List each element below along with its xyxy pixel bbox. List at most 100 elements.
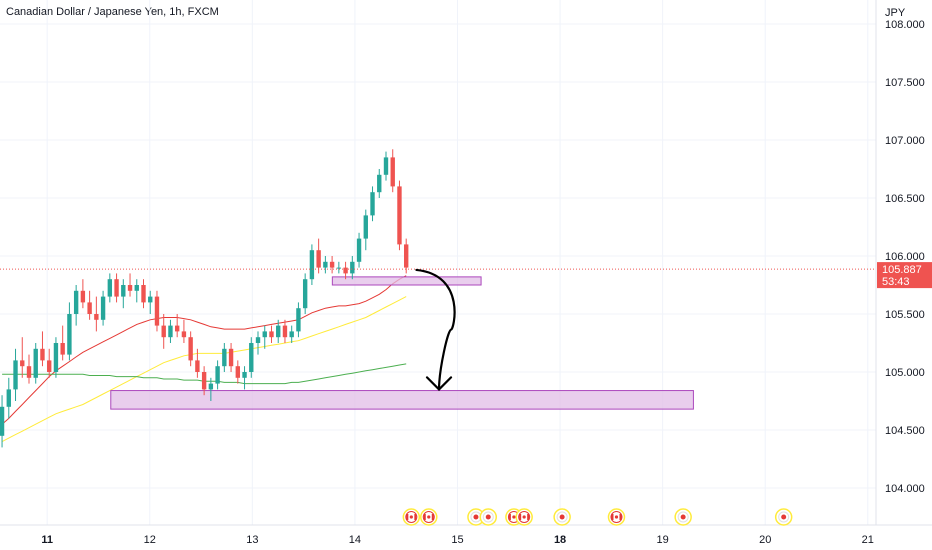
ma-slow-line xyxy=(1,296,407,443)
candle-body[interactable] xyxy=(383,157,389,175)
supply-demand-zones[interactable] xyxy=(110,276,694,410)
ma-fast-line xyxy=(1,275,407,425)
time-tick-label: 19 xyxy=(657,534,669,546)
candle-body[interactable] xyxy=(121,285,126,297)
last-price-badge-bg xyxy=(877,262,932,289)
maple-leaf-icon xyxy=(409,515,413,519)
candle-body[interactable] xyxy=(228,348,234,367)
candle-body[interactable] xyxy=(168,325,173,338)
candle-body[interactable] xyxy=(316,250,321,268)
candle-body[interactable] xyxy=(87,302,92,314)
price-axis[interactable]: JPY 108.000107.500107.000106.500106.0001… xyxy=(875,0,925,525)
candle-body[interactable] xyxy=(127,285,133,291)
candle-body[interactable] xyxy=(20,360,25,367)
projection-arrow[interactable] xyxy=(415,268,456,391)
candle-body[interactable] xyxy=(397,186,402,245)
candle-body[interactable] xyxy=(94,314,99,320)
candle-body[interactable] xyxy=(174,325,180,332)
candle-body[interactable] xyxy=(302,279,308,309)
candle-body[interactable] xyxy=(33,348,38,378)
price-tick-label: 104.500 xyxy=(885,425,925,437)
candle-body[interactable] xyxy=(222,348,227,367)
candle-body[interactable] xyxy=(208,383,214,390)
candle-body[interactable] xyxy=(134,285,139,291)
candle-body[interactable] xyxy=(282,325,288,338)
flag-stripe-right xyxy=(431,514,434,520)
time-tick-label: 15 xyxy=(451,534,463,546)
time-tick-label: 21 xyxy=(862,534,874,546)
price-tick-label: 105.500 xyxy=(885,309,925,321)
candle-body[interactable] xyxy=(370,192,375,216)
candle-body[interactable] xyxy=(195,360,200,372)
grid xyxy=(0,0,876,525)
candle-body[interactable] xyxy=(107,279,113,297)
candle-body[interactable] xyxy=(276,325,281,338)
candle-body[interactable] xyxy=(215,366,220,384)
candle-body[interactable] xyxy=(47,360,52,372)
candle-body[interactable] xyxy=(181,331,187,338)
candle-body[interactable] xyxy=(363,215,368,239)
candle-body[interactable] xyxy=(323,261,328,268)
candle-body[interactable] xyxy=(343,267,348,274)
candle-body[interactable] xyxy=(390,157,395,187)
candle-body[interactable] xyxy=(356,238,362,262)
candle-body[interactable] xyxy=(53,343,59,372)
candle-body[interactable] xyxy=(309,250,315,280)
candle-body[interactable] xyxy=(242,372,247,378)
time-axis[interactable]: 11 12 13 14 15 18 19 20 21 xyxy=(0,524,932,546)
price-tick-label: 106.500 xyxy=(885,193,925,205)
candle-body[interactable] xyxy=(80,290,86,303)
arrow-head xyxy=(425,376,453,391)
candle-body[interactable] xyxy=(60,343,65,355)
candle-body[interactable] xyxy=(114,279,119,297)
price-tick-label: 107.500 xyxy=(885,77,925,89)
candle-body[interactable] xyxy=(269,331,274,338)
candle-body[interactable] xyxy=(249,343,254,372)
time-tick-label: 11 xyxy=(41,534,53,546)
bar-countdown: 53:43 xyxy=(882,276,910,288)
candle-body[interactable] xyxy=(26,366,32,378)
flag-stripe-right xyxy=(414,514,417,520)
candle-body[interactable] xyxy=(73,290,79,314)
candle-body[interactable] xyxy=(377,174,382,193)
candle-body[interactable] xyxy=(188,337,193,361)
candle-body[interactable] xyxy=(262,331,267,338)
maple-leaf-icon xyxy=(427,515,431,519)
candle-body[interactable] xyxy=(201,372,207,390)
candle-body[interactable] xyxy=(13,360,18,390)
flag-stripe-left xyxy=(611,514,614,520)
candle-body[interactable] xyxy=(289,331,294,338)
candle-body[interactable] xyxy=(40,348,45,361)
candle-body[interactable] xyxy=(6,389,11,407)
time-tick-label: 18 xyxy=(554,534,566,546)
zone-upper[interactable] xyxy=(331,276,482,286)
price-tick-label: 104.000 xyxy=(885,483,925,495)
flag-stripe-left xyxy=(406,514,409,520)
candle-body[interactable] xyxy=(0,406,5,436)
flag-stripe-right xyxy=(527,514,530,520)
candle-body[interactable] xyxy=(296,308,301,332)
candle-body[interactable] xyxy=(329,261,335,268)
time-tick-label: 14 xyxy=(349,534,361,546)
candle-body[interactable] xyxy=(100,296,106,320)
price-tick-label: 106.000 xyxy=(885,251,925,263)
zone-lower[interactable] xyxy=(110,390,694,410)
candle-body[interactable] xyxy=(336,267,342,269)
candle-body[interactable] xyxy=(404,244,409,268)
flag-stripe-left xyxy=(519,514,522,520)
economic-events[interactable] xyxy=(402,508,793,526)
candle-body[interactable] xyxy=(255,337,261,343)
candlesticks[interactable] xyxy=(0,149,409,448)
candle-body[interactable] xyxy=(141,285,146,303)
candle-body[interactable] xyxy=(154,296,160,326)
candle-body[interactable] xyxy=(235,366,240,378)
last-price-value: 105.887 xyxy=(882,264,922,276)
candle-body[interactable] xyxy=(161,325,166,338)
candle-body[interactable] xyxy=(148,296,153,303)
chart-title: Canadian Dollar / Japanese Yen, 1h, FXCM xyxy=(6,6,219,18)
price-tick-label: 105.000 xyxy=(885,367,925,379)
candle-body[interactable] xyxy=(350,261,355,274)
price-tick-label: 107.000 xyxy=(885,135,925,147)
candle-body[interactable] xyxy=(67,314,72,355)
